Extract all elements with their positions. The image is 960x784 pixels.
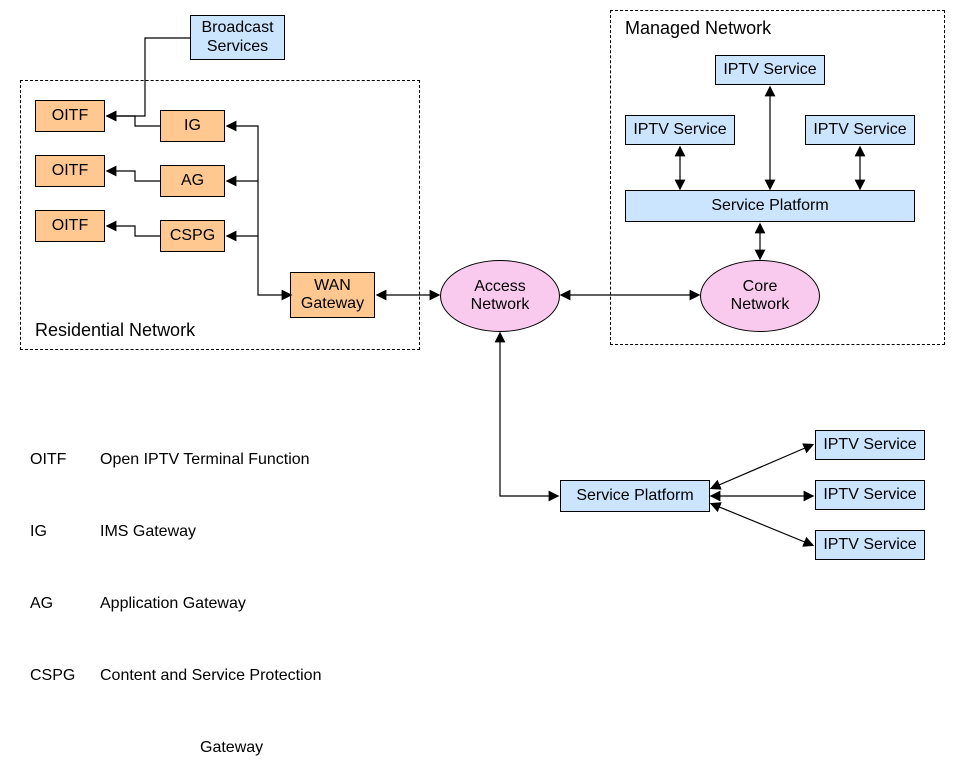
iptv-service-bottom-2: IPTV Service [815, 480, 925, 510]
iptv-top-3-label: IPTV Service [813, 121, 906, 139]
oitf-label-3: OITF [52, 217, 88, 235]
managed-network-label: Managed Network [625, 18, 771, 39]
iptv-top-2-label: IPTV Service [723, 61, 816, 79]
access-network-node: Access Network [440, 260, 560, 332]
iptv-service-bottom-3: IPTV Service [815, 530, 925, 560]
oitf-label-2: OITF [52, 162, 88, 180]
service-platform-top: Service Platform [625, 190, 915, 222]
legend: OITFOpen IPTV Terminal Function IGIMS Ga… [30, 400, 321, 784]
oitf-label-1: OITF [52, 107, 88, 125]
iptv-bottom-1-label: IPTV Service [823, 436, 916, 454]
service-platform-top-label: Service Platform [711, 197, 828, 215]
legend-oitf-val: Open IPTV Terminal Function [100, 451, 310, 468]
access-network-label: Access Network [471, 278, 530, 315]
cspg-label: CSPG [170, 227, 215, 245]
iptv-service-top-2: IPTV Service [715, 55, 825, 85]
core-network-label: Core Network [731, 278, 790, 315]
ig-node: IG [160, 110, 225, 142]
iptv-bottom-3-label: IPTV Service [823, 536, 916, 554]
core-network-node: Core Network [700, 260, 820, 332]
iptv-service-top-1: IPTV Service [625, 115, 735, 145]
ag-label: AG [181, 172, 204, 190]
legend-ig-val: IMS Gateway [100, 523, 196, 540]
oitf-node-2: OITF [35, 155, 105, 187]
legend-cspg-key: CSPG [30, 664, 100, 688]
residential-network-label: Residential Network [35, 320, 195, 341]
wan-gateway-label: WAN Gateway [301, 277, 364, 314]
service-platform-bottom-label: Service Platform [576, 487, 693, 505]
broadcast-services-node: Broadcast Services [190, 15, 285, 60]
broadcast-services-label: Broadcast Services [201, 19, 273, 56]
legend-cspg-val: Content and Service Protection [100, 667, 321, 684]
wan-gateway-node: WAN Gateway [290, 272, 375, 318]
legend-ag-val: Application Gateway [100, 595, 246, 612]
iptv-bottom-2-label: IPTV Service [823, 486, 916, 504]
oitf-node-1: OITF [35, 100, 105, 132]
legend-cspg2-val: Gateway [200, 739, 263, 756]
service-platform-bottom: Service Platform [560, 480, 710, 512]
legend-ag-key: AG [30, 592, 100, 616]
iptv-service-top-3: IPTV Service [805, 115, 915, 145]
legend-oitf-key: OITF [30, 448, 100, 472]
legend-ig-key: IG [30, 520, 100, 544]
ag-node: AG [160, 165, 225, 197]
oitf-node-3: OITF [35, 210, 105, 242]
iptv-top-1-label: IPTV Service [633, 121, 726, 139]
cspg-node: CSPG [160, 220, 225, 252]
ig-label: IG [184, 117, 201, 135]
iptv-service-bottom-1: IPTV Service [815, 430, 925, 460]
